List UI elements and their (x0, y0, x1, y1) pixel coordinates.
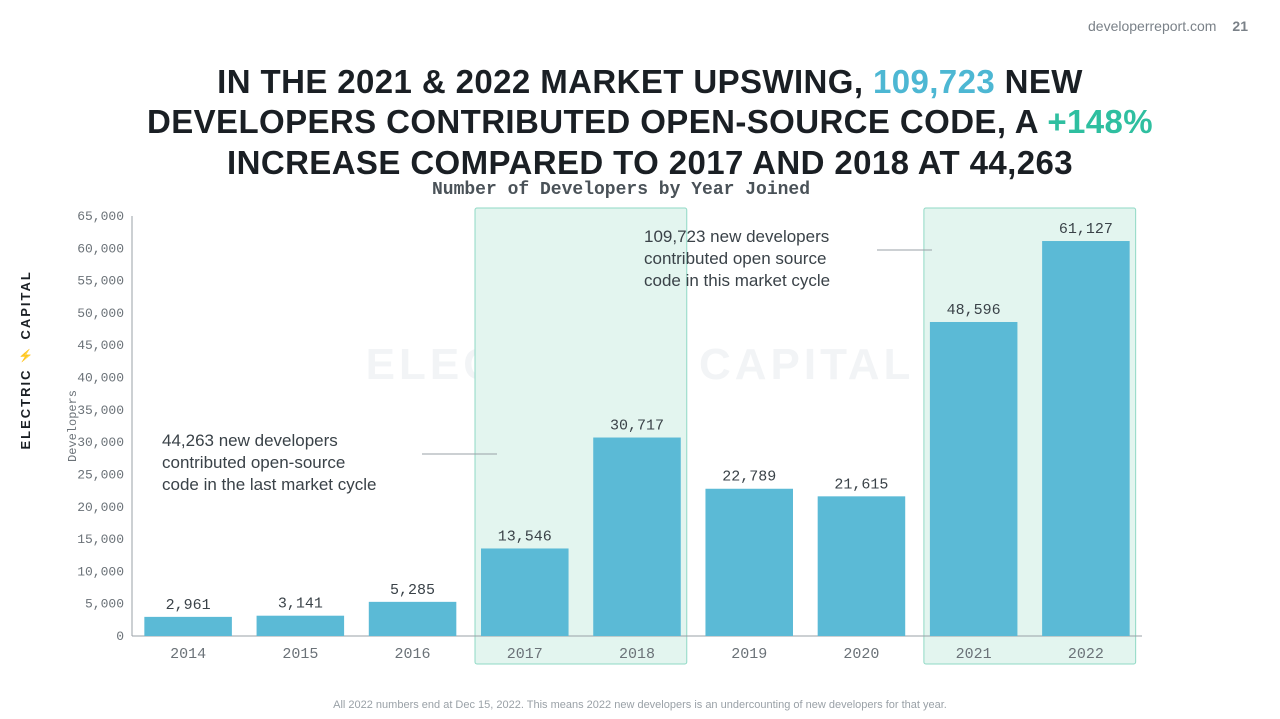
title-highlight-count: 109,723 (873, 63, 995, 100)
y-tick-label: 60,000 (77, 241, 124, 256)
bar (144, 617, 232, 636)
y-tick-label: 0 (116, 629, 124, 644)
bar (257, 616, 345, 636)
y-tick-label: 30,000 (77, 435, 124, 450)
chart-title: Number of Developers by Year Joined (62, 180, 1180, 200)
bolt-icon: ⚡ (19, 345, 33, 362)
y-tick-label: 25,000 (77, 467, 124, 482)
x-tick-label: 2018 (619, 646, 655, 663)
x-tick-label: 2021 (956, 646, 992, 663)
y-tick-label: 50,000 (77, 306, 124, 321)
bar (705, 489, 793, 636)
bar-value-label: 48,596 (947, 302, 1001, 319)
bar-value-label: 21,615 (834, 476, 888, 493)
site-url: developerreport.com (1088, 18, 1216, 34)
x-tick-label: 2020 (843, 646, 879, 663)
bar (593, 438, 681, 636)
bar (818, 496, 906, 636)
x-tick-label: 2014 (170, 646, 206, 663)
x-tick-label: 2016 (395, 646, 431, 663)
bar (369, 602, 457, 636)
bar (1042, 241, 1130, 636)
x-tick-label: 2019 (731, 646, 767, 663)
x-tick-label: 2022 (1068, 646, 1104, 663)
bar-value-label: 3,141 (278, 596, 323, 613)
bar-value-label: 22,789 (722, 469, 776, 486)
y-tick-label: 45,000 (77, 338, 124, 353)
page-title: IN THE 2021 & 2022 MARKET UPSWING, 109,7… (130, 62, 1170, 183)
y-tick-label: 20,000 (77, 500, 124, 515)
title-seg-1: IN THE 2021 & 2022 MARKET UPSWING, (217, 63, 873, 100)
y-tick-label: 5,000 (85, 597, 124, 612)
bar-value-label: 5,285 (390, 582, 435, 599)
y-tick-label: 10,000 (77, 564, 124, 579)
bar-value-label: 13,546 (498, 528, 552, 545)
side-brand: ELECTRIC ⚡ CAPITAL (18, 270, 33, 449)
y-tick-label: 55,000 (77, 274, 124, 289)
y-tick-label: 35,000 (77, 403, 124, 418)
bar (930, 322, 1018, 636)
callout-text: contributed open-source (162, 453, 345, 472)
bar-value-label: 30,717 (610, 418, 664, 435)
callout-text: contributed open source (644, 249, 826, 268)
bar (481, 548, 569, 636)
brand-word-2: CAPITAL (18, 270, 33, 339)
bar-value-label: 2,961 (166, 597, 211, 614)
bar-chart: 0 5,000 10,000 15,000 20,000 25,000 30,000 35,0… (62, 206, 1152, 676)
footnote: All 2022 numbers end at Dec 15, 2022. Th… (0, 699, 1280, 711)
title-highlight-pct: +148% (1047, 103, 1153, 140)
y-tick-label: 65,000 (77, 209, 124, 224)
brand-word-1: ELECTRIC (18, 368, 33, 449)
x-tick-label: 2015 (282, 646, 318, 663)
callout-text: 109,723 new developers (644, 227, 829, 246)
y-tick-label: 15,000 (77, 532, 124, 547)
bar-value-label: 61,127 (1059, 221, 1113, 238)
header-meta: developerreport.com 21 (1088, 18, 1248, 34)
chart-container: Number of Developers by Year Joined 0 5,0… (62, 180, 1180, 659)
x-tick-label: 2017 (507, 646, 543, 663)
callout-text: 44,263 new developers (162, 431, 338, 450)
y-axis-label: Developers (66, 390, 80, 462)
page-number: 21 (1232, 18, 1248, 34)
callout-text: code in the last market cycle (162, 475, 376, 494)
callout-text: code in this market cycle (644, 271, 830, 290)
title-seg-5: INCREASE COMPARED TO 2017 AND 2018 AT 44… (227, 144, 1073, 181)
y-tick-label: 40,000 (77, 371, 124, 386)
